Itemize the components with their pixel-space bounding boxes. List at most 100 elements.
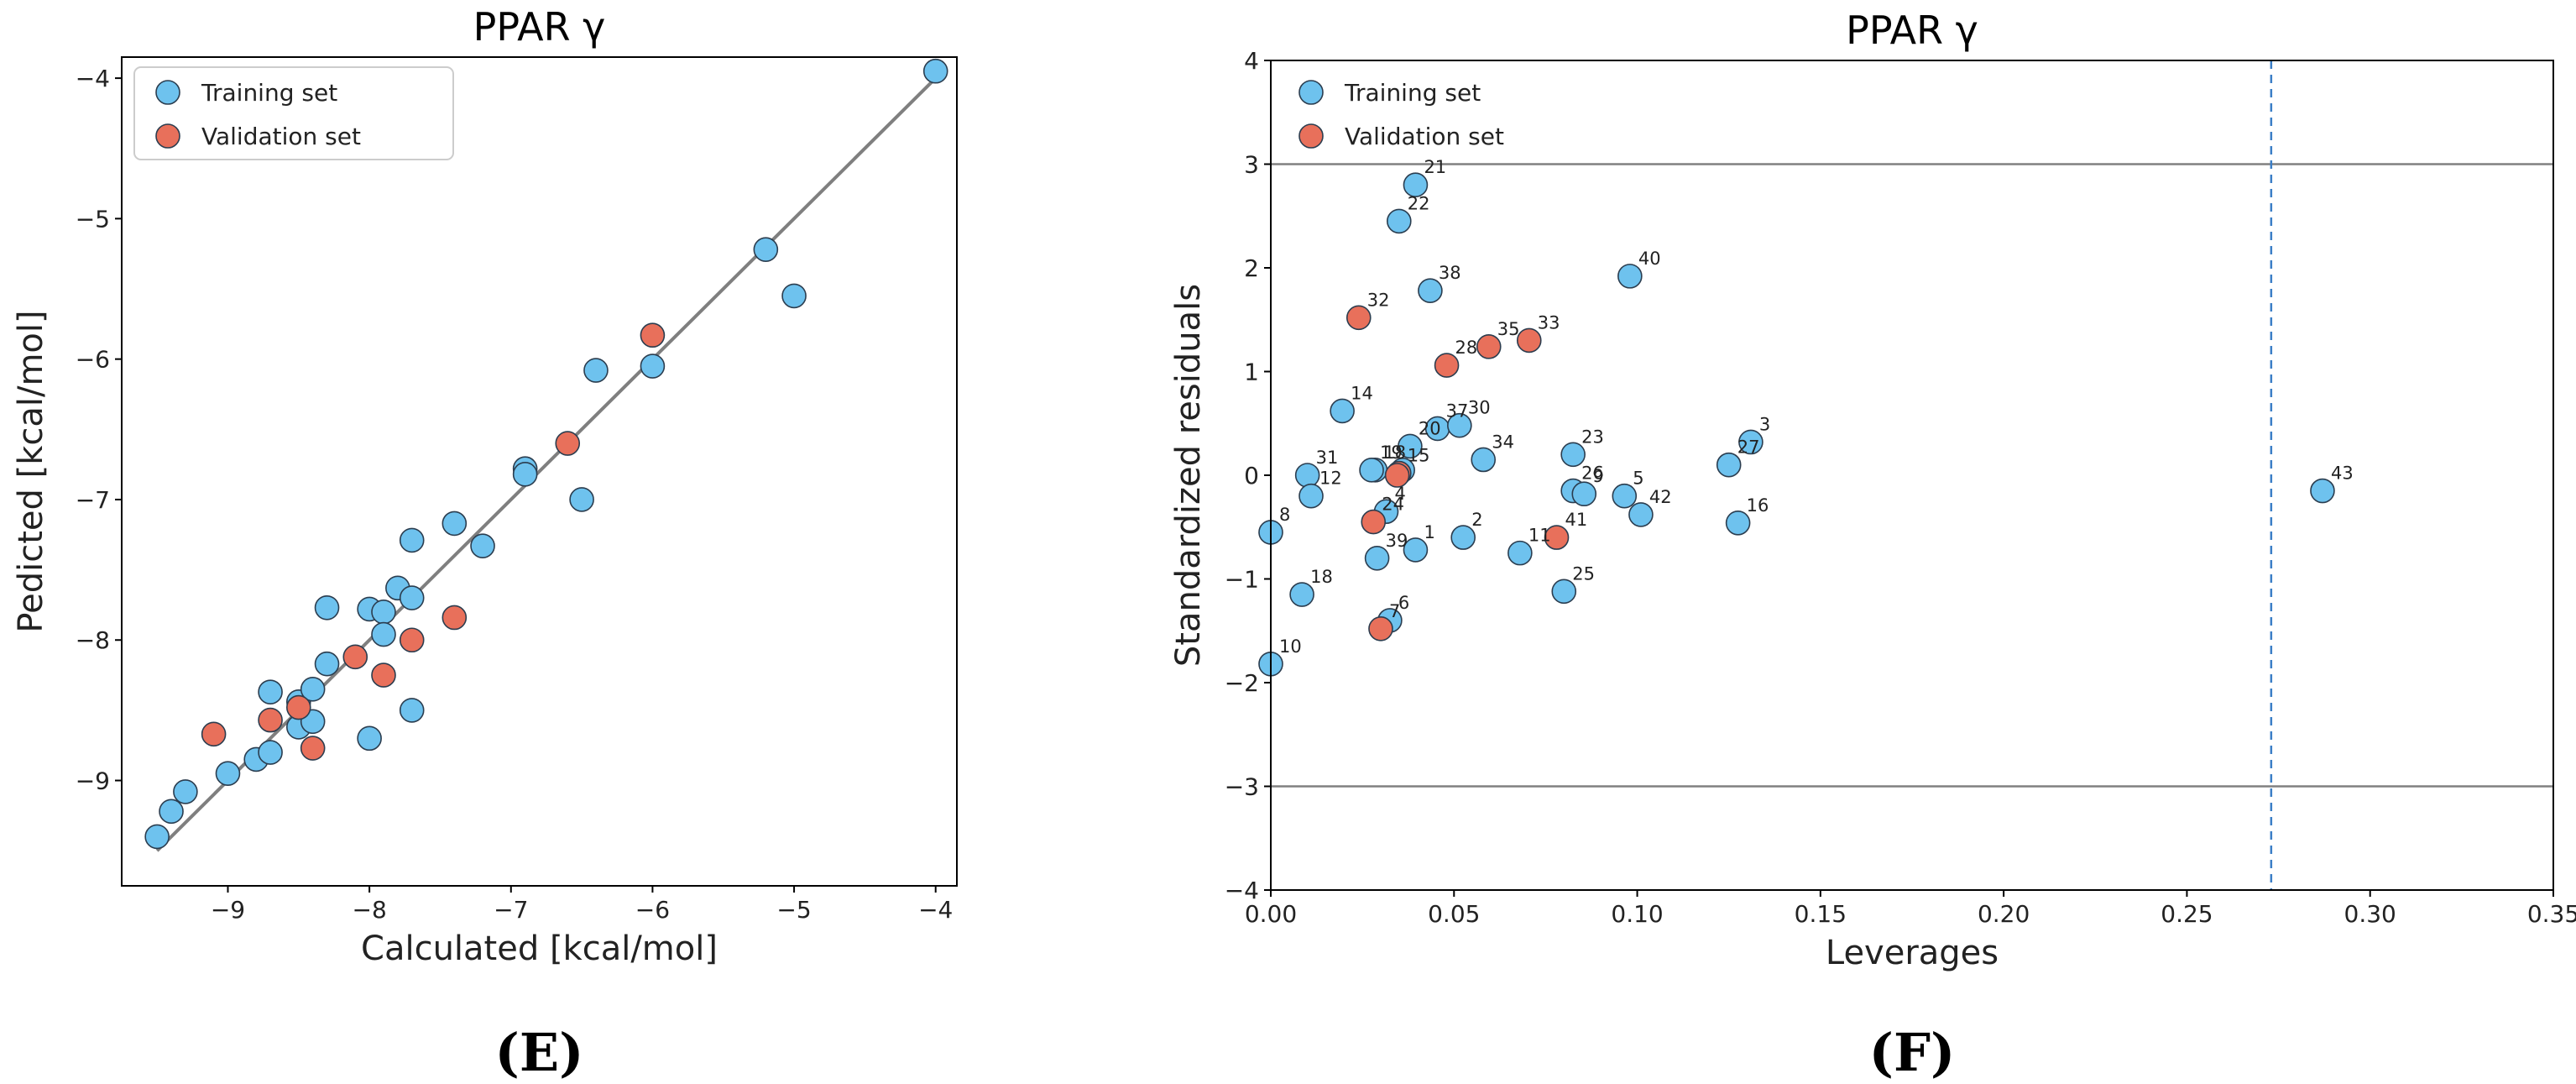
legend-label: Validation set [1345, 123, 1504, 150]
legend-marker [1298, 123, 1324, 149]
point-label: 23 [1581, 427, 1604, 447]
data-point [1289, 582, 1314, 607]
data-point [258, 740, 283, 765]
data-point [1368, 615, 1393, 641]
point-label: 42 [1649, 487, 1672, 507]
data-point [781, 283, 807, 309]
data-point [555, 431, 581, 456]
data-point [512, 462, 538, 487]
point-label: 32 [1367, 290, 1390, 310]
legend-marker [155, 123, 180, 149]
point-label: 18 [1383, 443, 1406, 463]
legend: Training set Validation set [1298, 79, 1504, 150]
data-point [1471, 447, 1497, 473]
data-point [1434, 353, 1460, 378]
data-point [314, 594, 340, 621]
y-tick-label: −4 [76, 65, 110, 92]
chart-title: PPAR γ [473, 4, 606, 50]
data-point [371, 621, 396, 647]
y-tick-label: −3 [1225, 773, 1259, 801]
data-point [1738, 429, 1763, 455]
data-point [1551, 579, 1577, 605]
point-label: 5 [1633, 469, 1643, 489]
legend-label: Training set [201, 79, 337, 107]
y-tick-label: −9 [76, 767, 110, 795]
legend-label: Training set [1344, 79, 1481, 107]
point-label: 8 [1279, 505, 1290, 525]
data-point [1544, 525, 1570, 550]
data-point [342, 644, 368, 670]
data-point [1612, 483, 1638, 509]
data-point [399, 698, 425, 723]
x-tick-label: 0.35 [2527, 900, 2576, 928]
x-tick-label: 0.10 [1611, 900, 1663, 928]
data-point [1345, 305, 1372, 331]
data-point [399, 527, 425, 553]
data-point [922, 58, 948, 84]
point-label: 1 [1424, 522, 1434, 542]
data-point [1450, 525, 1476, 550]
data-point [1507, 540, 1533, 566]
point-label: 33 [1538, 312, 1560, 333]
point-label: 25 [1572, 563, 1595, 584]
x-tick-label: −6 [635, 896, 670, 924]
y-tick-label: −8 [76, 626, 110, 654]
data-point [201, 721, 227, 747]
point-label: 38 [1439, 263, 1461, 283]
x-tick-label: 0.20 [1978, 900, 2030, 928]
point-label: 27 [1737, 437, 1760, 458]
data-point [1476, 334, 1502, 359]
data-point [470, 533, 495, 558]
y-tick-label: 1 [1244, 359, 1259, 386]
data-point [159, 799, 184, 825]
point-label: 35 [1497, 319, 1520, 339]
data-point [258, 679, 283, 704]
legend-label: Validation set [201, 123, 361, 150]
data-point [442, 605, 468, 631]
legend-box [133, 66, 454, 160]
y-tick-label: −7 [76, 486, 110, 514]
data-point [371, 599, 396, 625]
x-tick-label: −5 [776, 896, 811, 924]
x-tick-label: 0.30 [2344, 900, 2396, 928]
point-label: 39 [1386, 531, 1408, 551]
point-label: 41 [1565, 510, 1588, 530]
data-point [2310, 478, 2335, 504]
point-label: 10 [1279, 636, 1302, 657]
data-point [300, 736, 326, 761]
data-point [569, 487, 594, 512]
data-point [1617, 264, 1643, 289]
point-label: 28 [1455, 338, 1478, 358]
panel-label: (F) [1869, 1022, 1956, 1083]
data-point [1398, 433, 1423, 459]
panel-label: (E) [495, 1022, 584, 1083]
point-label: 26 [1581, 463, 1604, 484]
point-label: 15 [1408, 446, 1430, 466]
y-tick-label: −1 [1225, 566, 1259, 594]
y-tick-label: 0 [1244, 462, 1259, 490]
point-label: 11 [1528, 526, 1551, 546]
point-label: 30 [1468, 398, 1491, 418]
legend-marker [1298, 80, 1324, 105]
plot-frame [1270, 60, 2554, 891]
data-point [371, 662, 396, 688]
point-label: 7 [1389, 601, 1400, 621]
y-tick-label: −5 [76, 205, 110, 233]
data-point [1716, 452, 1742, 478]
data-point [1516, 327, 1542, 353]
data-point [1571, 481, 1597, 507]
data-point [1403, 172, 1429, 197]
legend-marker [155, 80, 180, 105]
data-point [399, 585, 425, 610]
data-point [173, 779, 198, 804]
point-label: 9 [1592, 466, 1603, 486]
x-tick-label: −7 [494, 896, 528, 924]
point-label: 31 [1316, 448, 1339, 468]
point-label: 16 [1747, 495, 1769, 516]
point-label: 22 [1408, 193, 1430, 213]
data-point [1628, 502, 1654, 527]
data-point [399, 627, 425, 653]
data-point [1447, 412, 1472, 438]
